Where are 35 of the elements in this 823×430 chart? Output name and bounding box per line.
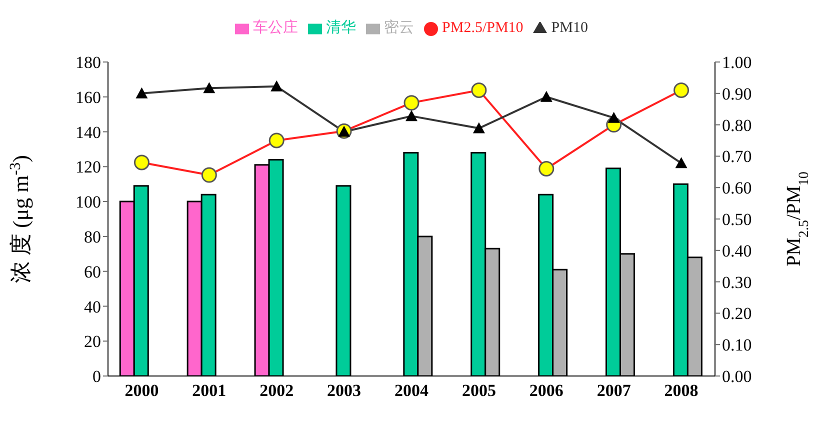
y-tick-label: 160	[76, 88, 101, 107]
x-tick-label: 2005	[462, 381, 496, 400]
y2-tick-label: 0.90	[722, 84, 752, 104]
y-tick-label: 40	[84, 297, 101, 316]
y2-tick-label: 0.00	[722, 367, 752, 386]
y2-tick-label: 0.70	[722, 147, 752, 166]
legend-label: 车公庄	[253, 20, 298, 36]
y-tick-label: 180	[76, 53, 101, 72]
y2-tick-label: 0.60	[722, 178, 752, 198]
y-tick-label: 60	[84, 262, 101, 282]
y-tick-label: 0	[92, 367, 101, 386]
y-tick-label: 120	[76, 158, 101, 177]
legend-label: 清华	[326, 20, 356, 36]
x-tick-label: 2000	[124, 381, 159, 400]
y-tick-label: 100	[76, 192, 101, 212]
y2-tick-label: 0.10	[722, 336, 752, 355]
y2-tick-label: 0.50	[722, 210, 752, 230]
legend-label: PM10	[551, 20, 588, 36]
y2-tick-label: 0.80	[722, 116, 752, 135]
y-tick-label: 20	[84, 332, 101, 352]
x-tick-label: 2007	[596, 381, 632, 400]
y-tick-label: 140	[76, 122, 101, 142]
y2-tick-label: 1.00	[722, 53, 752, 72]
x-tick-label: 2002	[260, 381, 294, 400]
legend-label: PM2.5/PM10	[442, 20, 524, 36]
x-tick-label: 2001	[192, 381, 226, 400]
y2-tick-label: 0.30	[722, 272, 752, 292]
x-tick-label: 2008	[664, 381, 698, 400]
legend-label: 密云	[384, 20, 414, 36]
x-tick-label: 2004	[394, 381, 429, 400]
x-tick-label: 2006	[529, 381, 564, 400]
y2-tick-label: 0.20	[722, 304, 752, 324]
y2-tick-label: 0.40	[722, 241, 752, 260]
y-tick-label: 80	[84, 227, 101, 246]
x-tick-label: 2003	[327, 381, 362, 400]
